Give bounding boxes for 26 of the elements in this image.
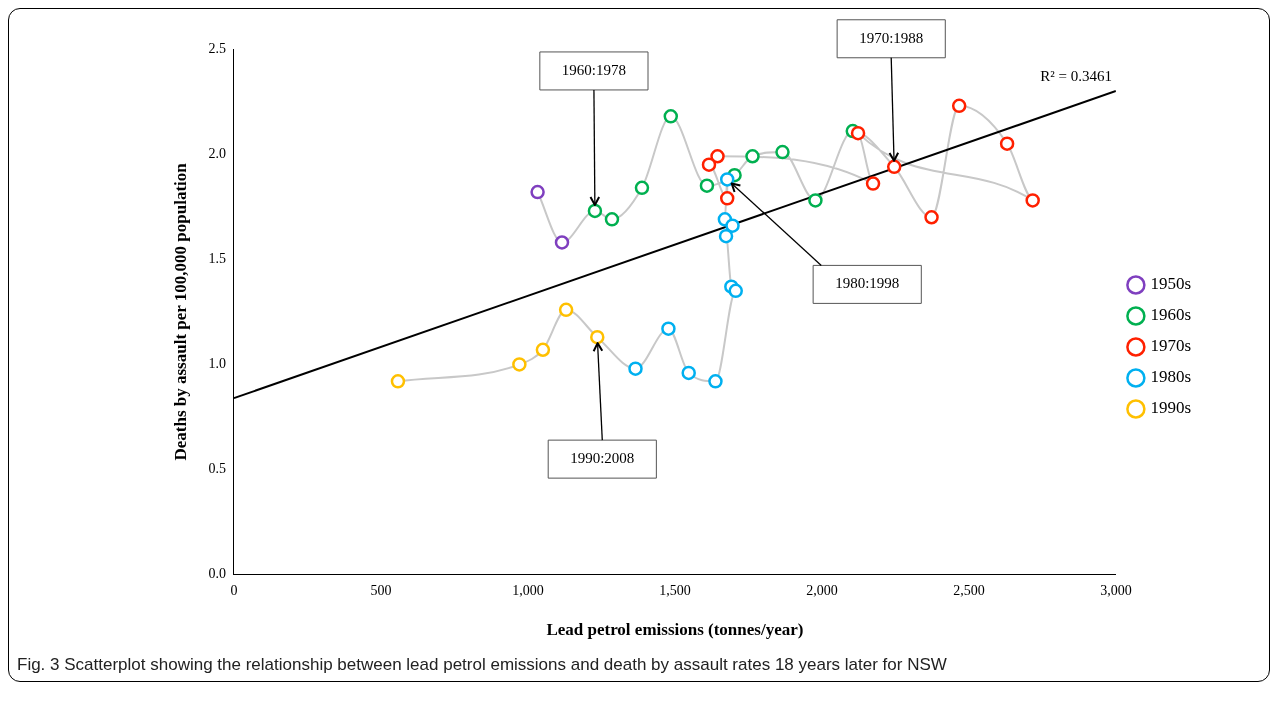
x-tick-label: 2,000: [806, 582, 838, 598]
annotation: 1970:1988: [859, 29, 924, 46]
y-tick-label: 1.5: [208, 250, 226, 266]
y-tick-label: 2.5: [208, 40, 226, 56]
caption: Fig. 3 Scatterplot showing the relationship between lead petrol emissions and death by assault rates 18 years later for NSW: [17, 655, 948, 675]
annotation: 1980:1998: [835, 275, 900, 292]
legend-label: 1990s: [1150, 398, 1192, 418]
legend-label: 1950s: [1150, 274, 1192, 294]
x-tick-label: 1,000: [512, 582, 544, 598]
y-tick-label: 2.0: [208, 145, 226, 161]
x-tick-label: 1,500: [659, 582, 691, 598]
x-tick-label: 2,500: [953, 582, 985, 598]
annotation: 1960:1978: [561, 61, 627, 78]
legend-label: 1980s: [1150, 367, 1192, 387]
legend-label: 1960s: [1150, 305, 1192, 325]
x-tick-label: 3,000: [1100, 582, 1132, 598]
annotation: R² = 0.3461: [1040, 67, 1113, 84]
legend-label: 1970s: [1150, 336, 1192, 356]
annotation: 1990:2008: [570, 450, 635, 467]
y-tick-label: 0.5: [208, 461, 226, 477]
y-tick-label: 1.0: [208, 356, 226, 372]
x-tick-label: 0: [230, 582, 238, 598]
x-axis-title: Lead petrol emissions (tonnes/year): [546, 620, 804, 640]
x-tick-label: 500: [370, 582, 392, 598]
y-axis-title: Deaths by assault per 100,000 population: [170, 162, 190, 461]
y-tick-label: 0.0: [208, 566, 226, 582]
